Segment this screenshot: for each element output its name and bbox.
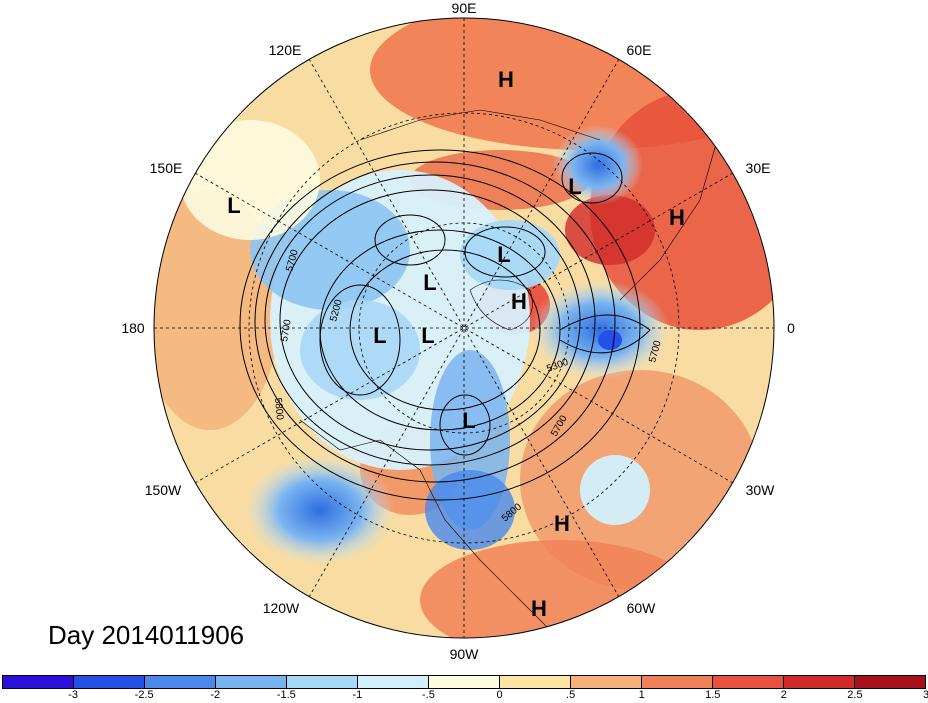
colorbar-tick-label: 3 [922,689,928,701]
contour-label: 5700 [279,318,294,342]
colorbar-tick-label: 1 [638,689,645,701]
colorbar-swatch [784,676,855,688]
low-center-arctic-b: L [423,270,436,295]
colorbar-swatch [3,676,74,688]
colorbar-tick-label: 1.5 [705,689,721,701]
colorbar-swatch [500,676,571,688]
lon-label-0: 0 [787,320,795,336]
colorbar-ticks: -3 -2.5 -2 -1.5 -1 -.5 0 .5 1 1.5 2 2.5 3 [0,689,928,703]
colorbar-tick-label: .5 [566,689,576,701]
colorbar-swatch [145,676,216,688]
lon-label-90w: 90W [450,646,480,662]
lon-label-120w: 120W [263,600,300,616]
low-center-pacific-west: L [227,193,240,218]
height-contours [239,149,651,501]
colorbar-swatch [642,676,713,688]
map-boundary [153,17,775,639]
colorbar-swatch [216,676,287,688]
lon-label-30w: 30W [746,482,776,498]
high-center-greenland: H [511,289,527,314]
colorbar-swatch [855,676,925,688]
coastlines [299,109,721,638]
high-center-eurasia-north: H [498,67,514,92]
colorbar-tick-label: -3 [68,689,78,701]
colorbar-tick-label: -1.5 [276,689,296,701]
colorbar-tick-label: 2.5 [847,689,863,701]
longitude-labels: 90E 60E 30E 0 30W 60W 90W 120W 150W 180 … [121,0,795,662]
lon-label-60e: 60E [627,42,652,58]
colorbar-swatch [287,676,358,688]
graticule [154,18,774,638]
contour-label: 5800 [272,397,285,421]
low-center-hudson: L [462,408,475,433]
lon-label-30e: 30E [746,160,771,176]
colorbar-tick-label: -1 [352,689,363,701]
lon-label-150e: 150E [150,160,183,176]
colorbar-tick-label: 0 [496,689,503,701]
colorbar-tick-label: 2 [780,689,787,701]
lon-label-90e: 90E [452,0,477,16]
colorbar-swatch [429,676,500,688]
anomaly-field [154,18,774,638]
colorbar-tick-label: -2 [210,689,221,701]
colorbar-swatch [713,676,784,688]
lon-label-150w: 150W [145,482,182,498]
low-center-scandinavia: L [568,174,581,199]
low-center-bering: L [373,323,386,348]
low-center-arctic-c: L [421,323,434,348]
high-center-russia: H [669,205,685,230]
colorbar-swatch [571,676,642,688]
colorbar-swatch [358,676,429,688]
lon-label-60w: 60W [627,600,657,616]
high-center-atlantic: H [554,511,570,536]
plot-title: Day 2014011906 [48,620,245,650]
low-center-arctic-a: L [497,242,510,267]
colorbar-tick-label: -2.5 [134,689,154,701]
lon-label-120e: 120E [269,42,302,58]
pressure-centers: H L H L L H L L L L H H [227,67,685,621]
high-center-caribbean: H [531,596,547,621]
colorbar [2,675,926,689]
colorbar-swatch [74,676,145,688]
lon-label-180: 180 [121,320,145,336]
colorbar-tick-label: -.5 [422,689,435,701]
